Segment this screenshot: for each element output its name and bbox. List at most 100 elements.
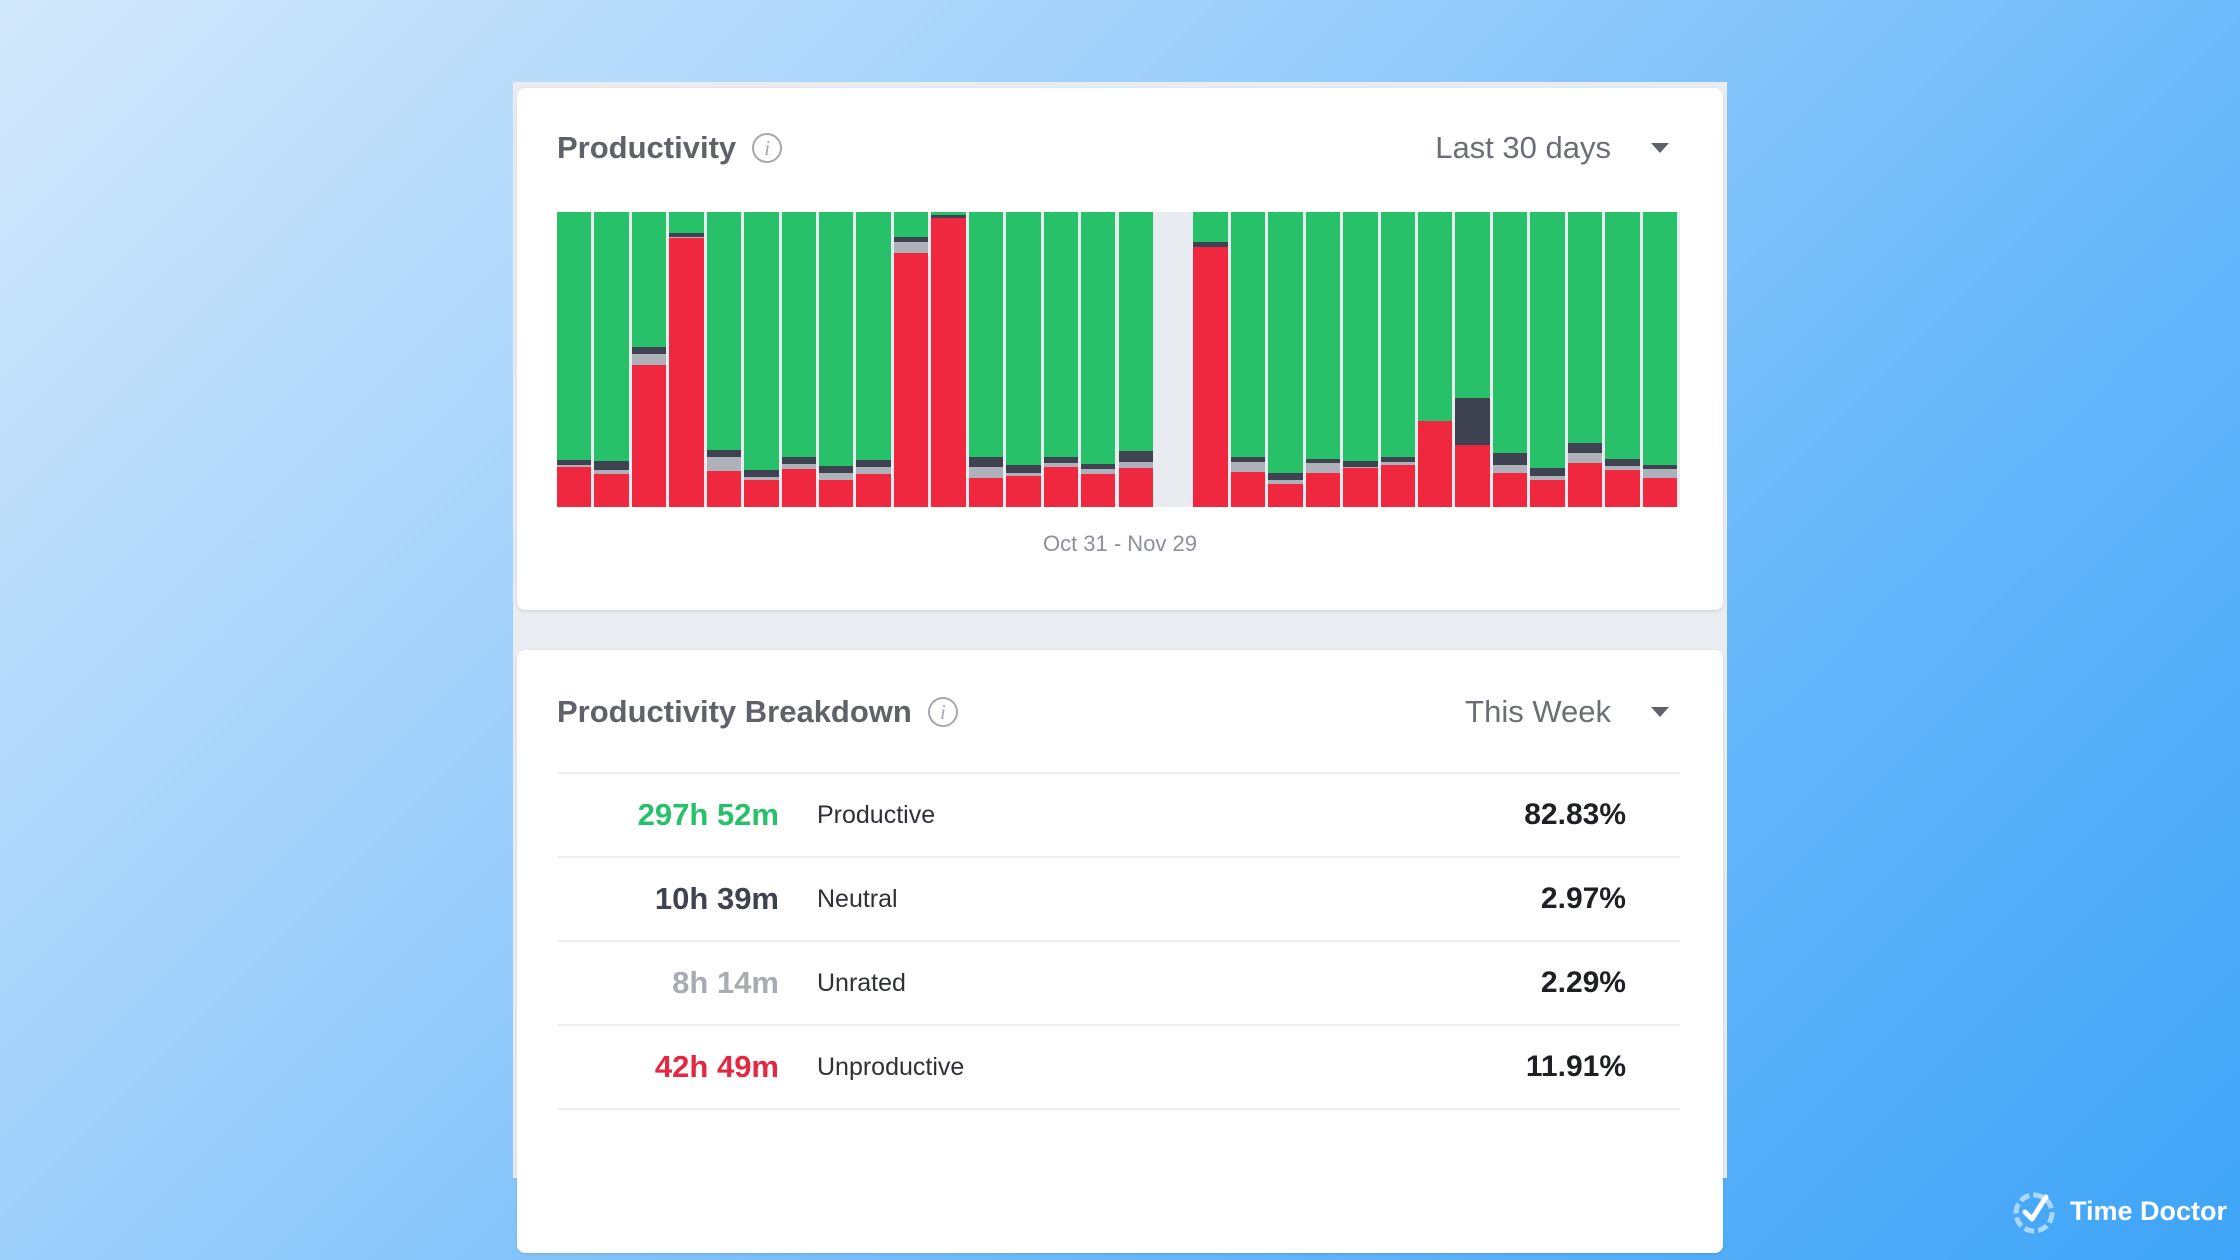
range-dropdown-value: Last 30 days: [1435, 130, 1611, 165]
bar-segment-unproductive: [1268, 484, 1303, 507]
bar-segment-productive: [931, 212, 966, 215]
chart-bar-18[interactable]: [1193, 212, 1228, 507]
chart-bar-20[interactable]: [1268, 212, 1303, 507]
time-value: 297h 52m: [637, 797, 779, 832]
bar-segment-unproductive: [1193, 246, 1228, 507]
chart-bar-29[interactable]: [1605, 212, 1640, 507]
brand-name: Time Doctor: [2070, 1195, 2228, 1226]
bar-segment-unrated: [706, 456, 742, 471]
bar-segment-unrated: [893, 242, 929, 254]
chart-bar-14[interactable]: [1043, 212, 1079, 507]
bar-segment-unrated: [1043, 463, 1079, 468]
breakdown-table: 297h 52m Productive 82.83% 10h 39m Neutr…: [557, 772, 1680, 1110]
bar-segment-unproductive: [1380, 465, 1415, 507]
chart-bar-12[interactable]: [968, 212, 1004, 507]
info-icon[interactable]: i: [927, 697, 958, 727]
chevron-down-icon: [1651, 143, 1669, 153]
chart-bar-21[interactable]: [1305, 212, 1341, 507]
percent-value: 82.83%: [1524, 798, 1626, 831]
bar-segment-neutral: [1567, 443, 1603, 454]
bar-segment-unproductive: [893, 253, 929, 507]
brand-logo: Time Doctor: [2010, 1187, 2227, 1235]
bar-segment-neutral: [1118, 450, 1153, 462]
chart-bar-6[interactable]: [744, 212, 779, 507]
range-dropdown[interactable]: Last 30 days: [1435, 130, 1669, 166]
chart-bar-17[interactable]: [1156, 212, 1190, 507]
bar-segment-unproductive: [1567, 463, 1603, 507]
bar-segment-productive: [1530, 212, 1565, 468]
chart-bar-2[interactable]: [594, 212, 629, 507]
clock-check-icon: [2013, 1192, 2055, 1234]
bar-segment-unrated: [968, 467, 1004, 478]
bar-segment-unproductive: [1343, 468, 1378, 507]
chart-bar-13[interactable]: [1006, 212, 1041, 507]
bar-segment-unrated: [1380, 462, 1415, 466]
bar-segment-unrated: [1642, 469, 1677, 478]
bar-segment-productive: [1492, 212, 1528, 454]
chart-bar-24[interactable]: [1417, 212, 1453, 507]
time-value: 10h 39m: [654, 881, 779, 916]
chart-bar-27[interactable]: [1530, 212, 1565, 507]
chart-bar-8[interactable]: [819, 212, 854, 507]
chart-date-range: Oct 31 - Nov 29: [1042, 531, 1198, 556]
bar-segment-unproductive: [931, 217, 966, 507]
breakdown-range-dropdown[interactable]: This Week: [1465, 694, 1669, 730]
bar-segment-unrated: [1081, 468, 1116, 475]
bar-segment-neutral: [1343, 460, 1378, 467]
bar-segment-unproductive: [631, 365, 667, 507]
chart-bar-10[interactable]: [893, 212, 929, 507]
chart-bar-3[interactable]: [631, 212, 667, 507]
chart-bar-25[interactable]: [1455, 212, 1490, 507]
bar-segment-unrated: [1605, 465, 1640, 471]
bar-segment-unproductive: [744, 479, 779, 507]
chart-bar-28[interactable]: [1567, 212, 1603, 507]
chart-bar-19[interactable]: [1230, 212, 1266, 507]
info-icon[interactable]: i: [752, 133, 783, 163]
chart-bar-4[interactable]: [669, 212, 704, 507]
chart-bar-11[interactable]: [931, 212, 966, 507]
bar-segment-neutral: [1043, 456, 1079, 464]
chart-bar-15[interactable]: [1081, 212, 1116, 507]
chart-bar-1[interactable]: [557, 212, 592, 507]
bar-segment-productive: [893, 212, 929, 237]
chart-bar-26[interactable]: [1492, 212, 1528, 507]
bar-segment-unproductive: [1417, 420, 1453, 507]
bar-segment-productive: [1081, 212, 1116, 465]
chevron-down-icon: [1651, 707, 1669, 717]
bar-segment-neutral: [744, 470, 779, 477]
bar-segment-unrated: [594, 470, 629, 475]
chart-bar-23[interactable]: [1380, 212, 1415, 507]
breakdown-title: Productivity Breakdown i: [557, 694, 958, 730]
bar-segment-productive: [1268, 212, 1303, 474]
chart-bar-7[interactable]: [781, 212, 817, 507]
bar-segment-unrated: [669, 237, 704, 239]
chart-bar-9[interactable]: [856, 212, 891, 507]
bar-segment-unproductive: [1043, 467, 1079, 507]
bar-segment-unrated: [1006, 472, 1041, 476]
bar-segment-unrated: [557, 464, 592, 468]
bar-segment-unproductive: [856, 474, 891, 507]
bar-segment-neutral: [1642, 465, 1677, 470]
bar-segment-neutral: [968, 456, 1004, 468]
chart-bar-16[interactable]: [1118, 212, 1153, 507]
bar-segment-unrated: [856, 467, 891, 475]
bar-segment-productive: [1642, 212, 1677, 466]
bar-segment-unrated: [1305, 463, 1341, 473]
productivity-chart: [557, 212, 1680, 507]
breakdown-range-value: This Week: [1465, 694, 1611, 729]
bar-segment-productive: [1043, 212, 1079, 457]
category-label: Unproductive: [817, 1052, 965, 1081]
chart-bar-5[interactable]: [706, 212, 742, 507]
chart-bar-30[interactable]: [1642, 212, 1677, 507]
bar-segment-neutral: [1230, 456, 1266, 463]
bar-segment-neutral: [1268, 473, 1303, 481]
bar-segment-unproductive: [1530, 479, 1565, 507]
chart-bar-22[interactable]: [1343, 212, 1378, 507]
bar-segment-unrated: [1230, 462, 1266, 472]
bar-segment-neutral: [1380, 457, 1415, 463]
bar-segment-unrated: [1343, 466, 1378, 469]
bar-segment-neutral: [856, 459, 891, 468]
bar-segment-productive: [1380, 212, 1415, 458]
bar-segment-unproductive: [1492, 472, 1528, 507]
bar-segment-productive: [1417, 212, 1453, 421]
